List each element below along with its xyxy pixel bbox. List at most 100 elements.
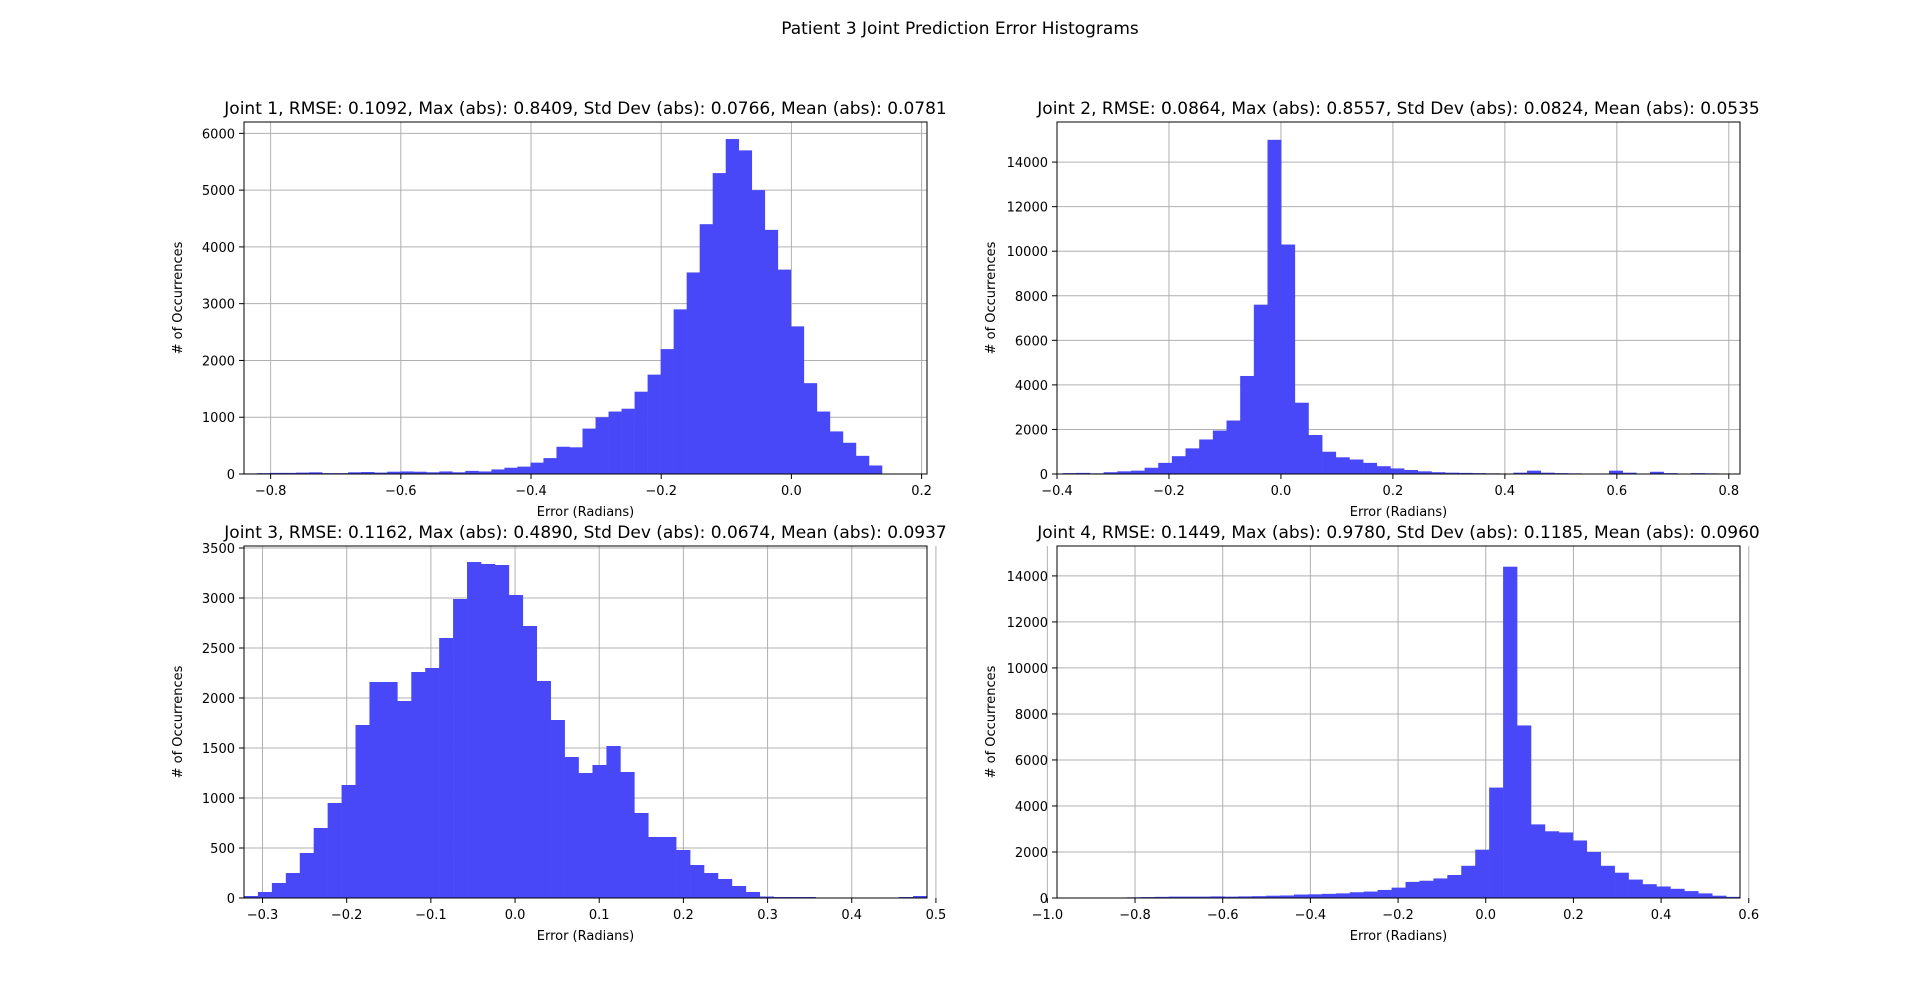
histogram-bar (1171, 456, 1186, 474)
axes-frame (243, 545, 928, 899)
subplot-title: Joint 1, RMSE: 0.1092, Max (abs): 0.8409… (223, 99, 946, 119)
histogram-bar (1158, 462, 1173, 474)
x-tick-label: −0.6 (1207, 908, 1239, 923)
y-tick-label: 1000 (202, 411, 235, 426)
histogram-bar (550, 720, 565, 898)
x-axis-label: Error (Radians) (1350, 505, 1448, 520)
histogram-bar (383, 682, 398, 898)
histogram-bar (1517, 725, 1532, 898)
x-tick-label: −0.3 (247, 908, 279, 923)
histogram-bar (1419, 880, 1434, 898)
histogram-bar (1117, 471, 1132, 474)
histogram-bar (1458, 472, 1473, 474)
histogram-bar (662, 837, 677, 898)
y-tick-label: 2000 (1015, 423, 1048, 438)
y-tick-label: 0 (227, 468, 235, 483)
histogram-bar (1238, 896, 1253, 898)
y-tick-label: 14000 (1007, 156, 1048, 171)
axes-frame (1056, 121, 1741, 475)
histogram-bar (690, 865, 705, 898)
histogram-bar (660, 349, 674, 474)
histogram-bar (1586, 851, 1601, 898)
histogram-bar (816, 411, 831, 474)
histogram-bar (341, 785, 356, 898)
histogram-bar (1322, 451, 1337, 474)
histogram-bar (1280, 895, 1295, 898)
x-tick-label: 0.0 (781, 484, 802, 499)
histogram-bar (257, 892, 273, 898)
x-tick-label: 0.3 (757, 908, 778, 923)
histogram-bar (369, 682, 384, 898)
histogram-bar (751, 190, 766, 474)
histogram-bar (777, 269, 792, 474)
histogram-bar (592, 765, 607, 898)
histogram-bar (387, 471, 401, 474)
histogram-bar (1642, 884, 1657, 898)
histogram-bars (244, 139, 883, 475)
y-tick-label: 3000 (202, 592, 235, 607)
y-axis-label: # of Occurrences (171, 241, 186, 354)
y-tick-label: 12000 (1007, 201, 1048, 216)
y-axis-label: # of Occurrences (171, 665, 186, 778)
histogram-bar (564, 757, 579, 898)
histogram-bar (759, 896, 774, 898)
histogram-bar (1182, 896, 1197, 898)
histogram-bar (829, 431, 844, 474)
histogram-bar (494, 565, 510, 898)
x-tick-label: −0.2 (1153, 484, 1185, 499)
histogram-bar (1656, 886, 1671, 898)
histogram-bar (569, 447, 583, 474)
histogram-bar (686, 272, 700, 474)
x-tick-label: 0.0 (1271, 484, 1292, 499)
histogram-bar (1461, 865, 1476, 898)
histogram-bar (1698, 893, 1713, 898)
y-tick-label: 14000 (1007, 570, 1048, 585)
subplot-title: Joint 4, RMSE: 0.1449, Max (abs): 0.9780… (1036, 523, 1759, 543)
x-tick-label: 0.4 (841, 908, 862, 923)
y-tick-label: 0 (1040, 892, 1048, 907)
y-tick-label: 0 (227, 892, 235, 907)
histogram-bar (313, 828, 328, 898)
axes-frame (243, 121, 928, 475)
histogram-bar (731, 886, 747, 898)
x-tick-label: 0.8 (1718, 484, 1739, 499)
histogram-bar (1726, 896, 1741, 898)
histogram-bar (508, 595, 524, 898)
histogram-bar (1649, 471, 1664, 474)
histogram-bar (271, 883, 287, 898)
y-tick-label: 4000 (1015, 379, 1048, 394)
figure-title: Patient 3 Joint Prediction Error Histogr… (781, 19, 1139, 39)
histogram-bar (634, 391, 648, 474)
histogram-bar (1558, 832, 1574, 898)
histogram-bar (1307, 894, 1323, 898)
histogram-bar (504, 467, 518, 474)
histogram-bar (606, 746, 621, 898)
y-tick-label: 4000 (202, 241, 235, 256)
x-tick-label: −0.8 (1119, 908, 1151, 923)
x-tick-label: 0.2 (1383, 484, 1404, 499)
histogram-bar (1293, 894, 1309, 898)
histogram-bar (309, 472, 323, 474)
histogram-bar (725, 139, 740, 474)
y-tick-label: 10000 (1007, 245, 1048, 260)
histogram-bar (1670, 888, 1685, 898)
y-tick-label: 3000 (202, 298, 235, 313)
subplot-grid: −0.8 −0.6 −0.4 −0.2 0.0 0.2 0 1000 2000 3000 4000 5… (171, 99, 1760, 944)
histogram-bar (648, 837, 663, 898)
x-tick-label: −0.6 (385, 484, 417, 499)
histogram-bar (517, 466, 531, 474)
histogram-bar (465, 470, 479, 474)
histogram-bar (296, 472, 310, 474)
histogram-bar (704, 873, 719, 898)
histogram-bar (1684, 891, 1699, 898)
histogram-bar (578, 773, 593, 898)
y-tick-label: 6000 (1015, 334, 1048, 349)
x-tick-label: 0.2 (1563, 908, 1584, 923)
x-tick-label: 0.5 (926, 908, 947, 923)
histogram-bar (842, 442, 857, 474)
x-tick-label: −1.0 (1032, 908, 1064, 923)
x-tick-label: −0.1 (415, 908, 447, 923)
histogram-bar (1308, 435, 1323, 474)
histogram-bar (1335, 457, 1350, 474)
histogram-bar (1363, 891, 1378, 898)
